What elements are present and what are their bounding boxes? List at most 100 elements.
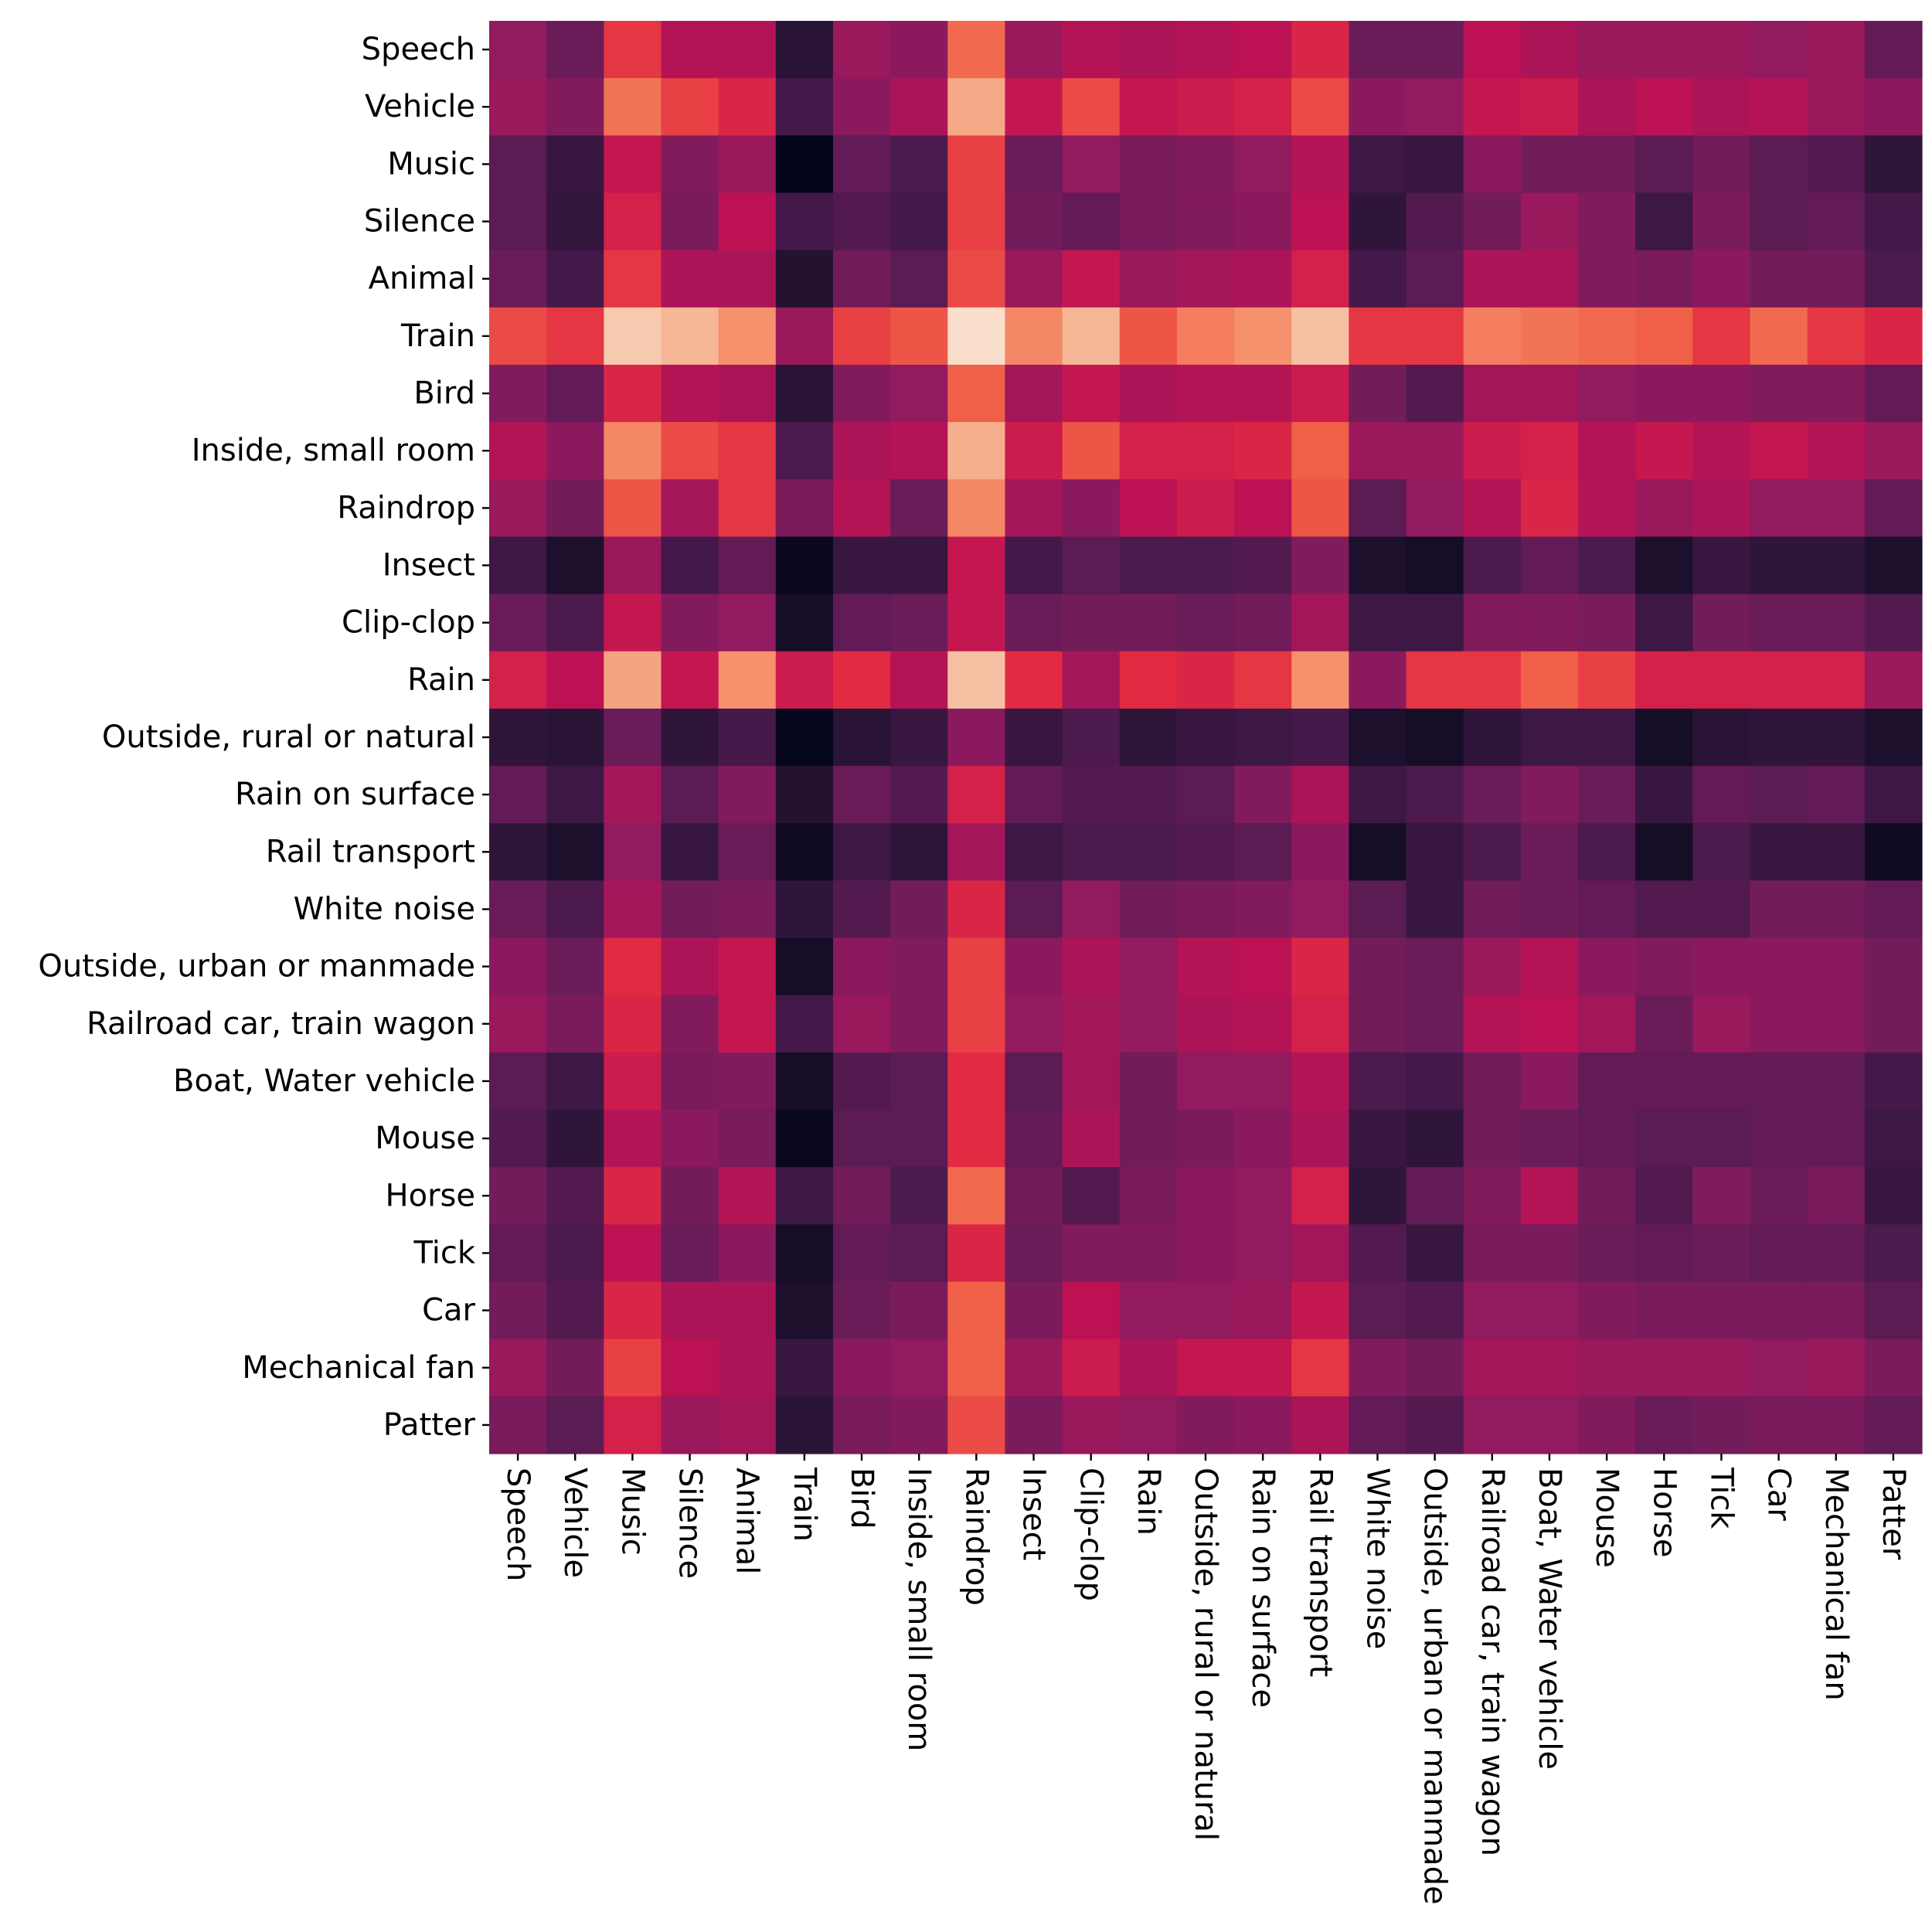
heatmap-cell [947, 21, 1006, 79]
heatmap-cell [832, 1224, 891, 1283]
heatmap-cell [1005, 21, 1063, 79]
heatmap-cell [661, 364, 719, 423]
heatmap-cell [1234, 364, 1292, 423]
heatmap-cell [546, 422, 604, 480]
heatmap-cell [1291, 1224, 1349, 1283]
heatmap-cell [1864, 823, 1923, 881]
heatmap-cell [1291, 1110, 1349, 1168]
heatmap-cell [1807, 995, 1866, 1053]
heatmap-cell [1750, 1396, 1808, 1454]
heatmap-cell [489, 1281, 547, 1340]
heatmap-cell [1692, 1052, 1751, 1111]
column-label: Rail transport [1302, 1468, 1338, 1677]
heatmap-cell [546, 708, 604, 767]
heatmap-cell [1864, 766, 1923, 824]
column-label: Inside, small room [901, 1468, 937, 1751]
heatmap-cell [1406, 1110, 1464, 1168]
heatmap-cell [1005, 479, 1063, 538]
row-label: Mouse [375, 1121, 475, 1156]
heatmap-cell [1291, 937, 1349, 996]
heatmap-cell [1864, 1167, 1923, 1225]
heatmap-cell [1349, 1338, 1407, 1397]
heatmap-cell [489, 479, 547, 538]
column-label: Tick [1703, 1467, 1739, 1529]
heatmap-cell [546, 823, 604, 881]
heatmap-cell [1176, 1338, 1235, 1397]
heatmap-cell [1062, 823, 1121, 881]
heatmap-cell [775, 1052, 834, 1111]
heatmap-cell [947, 1167, 1006, 1225]
heatmap-cell [1291, 823, 1349, 881]
heatmap-cell [1578, 479, 1636, 538]
heatmap-cell [1864, 708, 1923, 767]
heatmap-cell [1406, 937, 1464, 996]
heatmap-cell [1520, 479, 1579, 538]
heatmap-cell [661, 1281, 719, 1340]
heatmap-cell [832, 422, 891, 480]
heatmap-cell [775, 1110, 834, 1168]
heatmap-cell [1578, 364, 1636, 423]
heatmap-cell [1807, 1396, 1866, 1454]
heatmap-cell [661, 1167, 719, 1225]
heatmap-cell [718, 937, 777, 996]
heatmap-cell [1291, 479, 1349, 538]
heatmap-cell [1176, 651, 1235, 709]
heatmap-cell [1750, 21, 1808, 79]
row-label: Inside, small room [192, 433, 475, 468]
heatmap-cell [1864, 1338, 1923, 1397]
heatmap-cell [1692, 21, 1751, 79]
heatmap-cell [489, 1224, 547, 1283]
heatmap-cell [1692, 1281, 1751, 1340]
heatmap-cell [1291, 1167, 1349, 1225]
heatmap-cell [1062, 364, 1121, 423]
heatmap-cell [1578, 651, 1636, 709]
heatmap-cell [1291, 651, 1349, 709]
heatmap-cell [1005, 880, 1063, 939]
heatmap-cell [1750, 364, 1808, 423]
heatmap-cell [1635, 135, 1693, 194]
heatmap-cell [546, 536, 604, 595]
heatmap-cell [1349, 1224, 1407, 1283]
heatmap-cell [1463, 1396, 1522, 1454]
heatmap-cell [1750, 937, 1808, 996]
heatmap-cell [1406, 307, 1464, 366]
heatmap-cell [1406, 364, 1464, 423]
heatmap-cell [1176, 708, 1235, 767]
heatmap-cell [1062, 995, 1121, 1053]
heatmap-cell [1463, 823, 1522, 881]
heatmap-cell [1750, 1338, 1808, 1397]
heatmap-cell [546, 1338, 604, 1397]
heatmap-cell [1578, 422, 1636, 480]
heatmap-cell [1635, 1396, 1693, 1454]
heatmap-cell [832, 766, 891, 824]
heatmap-cell [661, 823, 719, 881]
heatmap-cell [546, 594, 604, 652]
heatmap-cell [546, 1281, 604, 1340]
heatmap-cell [604, 192, 662, 251]
heatmap-cell [1062, 192, 1121, 251]
heatmap-cell [1750, 1052, 1808, 1111]
heatmap-cell [661, 536, 719, 595]
heatmap-cell [489, 307, 547, 366]
heatmap-cell [546, 78, 604, 136]
heatmap-cell [1176, 536, 1235, 595]
heatmap-cell [832, 937, 891, 996]
heatmap-cell [1176, 422, 1235, 480]
heatmap-cell [1119, 651, 1178, 709]
heatmap-cell [1062, 594, 1121, 652]
heatmap-cell [1807, 479, 1866, 538]
heatmap-cell [1062, 536, 1121, 595]
heatmap-cell [489, 1167, 547, 1225]
heatmap-cell [1807, 307, 1866, 366]
heatmap-cell [546, 651, 604, 709]
heatmap-cell [1349, 135, 1407, 194]
heatmap-cell [832, 823, 891, 881]
heatmap-cell [489, 422, 547, 480]
heatmap-cell [489, 708, 547, 767]
row-label: Rain [407, 662, 475, 698]
heatmap-cell [604, 1224, 662, 1283]
heatmap-cell [1062, 766, 1121, 824]
heatmap-cell [1176, 823, 1235, 881]
heatmap-cell [1520, 1281, 1579, 1340]
heatmap-cell [832, 1052, 891, 1111]
